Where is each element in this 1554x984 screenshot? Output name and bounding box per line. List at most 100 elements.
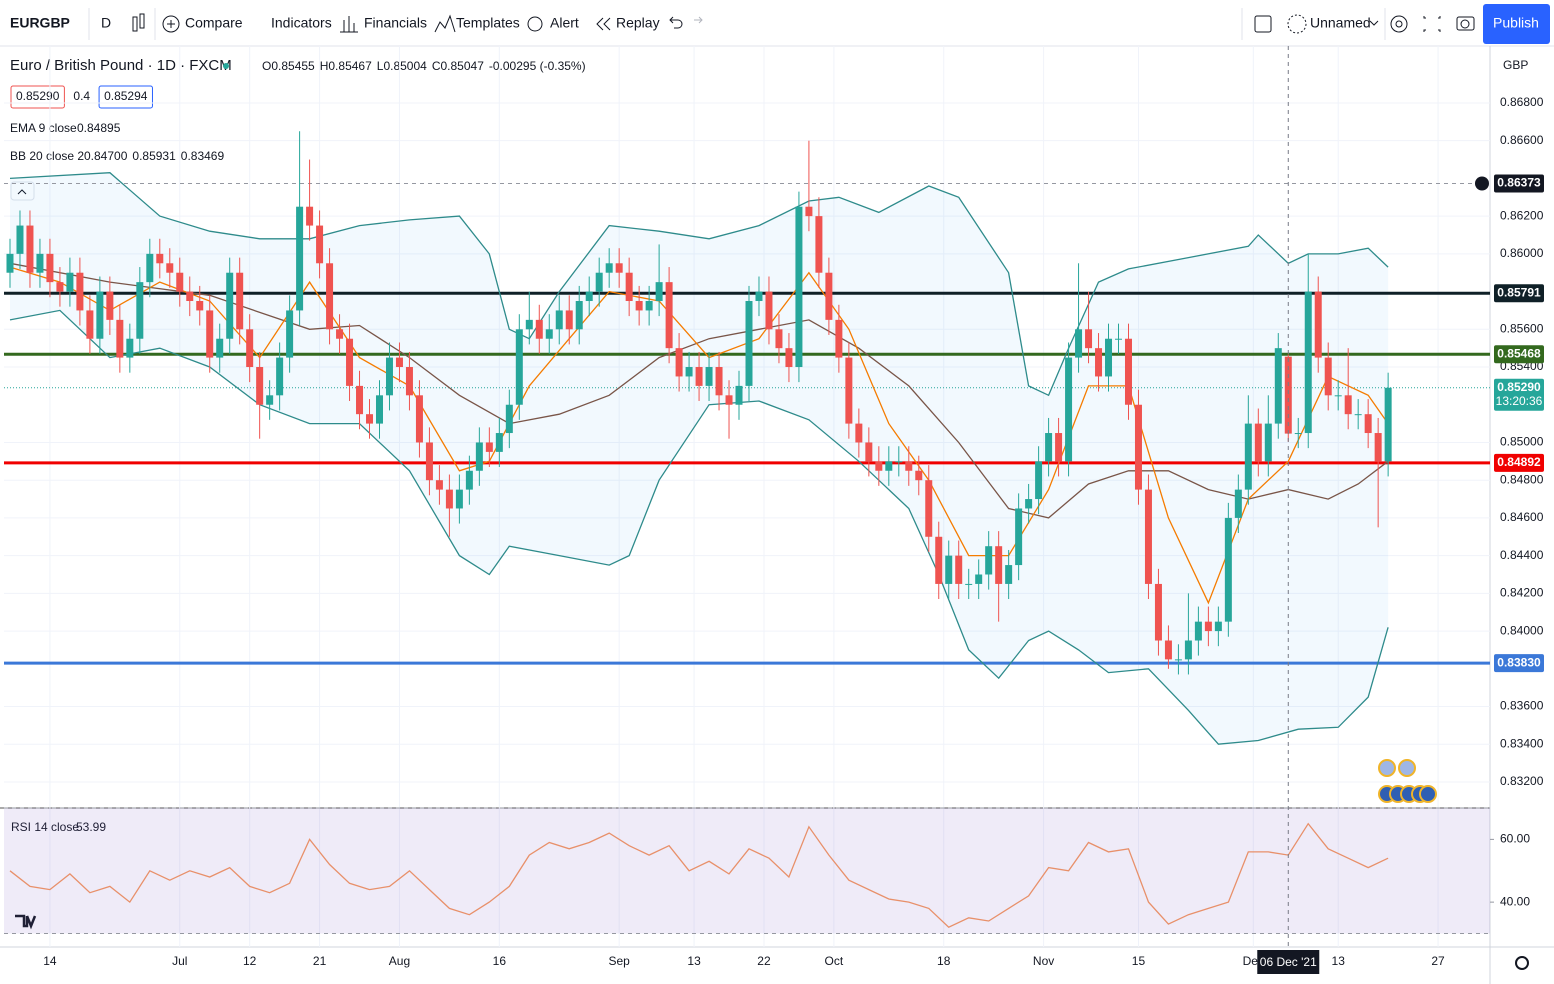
candle-body — [1124, 338, 1132, 405]
toolbar-button[interactable]: Alert — [550, 15, 579, 31]
symbol[interactable]: EURGBP — [10, 15, 70, 31]
candle-body — [1204, 621, 1212, 632]
candle-body — [575, 301, 583, 330]
candle-body — [955, 555, 963, 584]
level-label-box — [1494, 453, 1544, 472]
candle-body — [1234, 489, 1242, 518]
y-tick-label: 0.84600 — [1500, 510, 1544, 524]
candle-body — [1364, 414, 1372, 434]
publish-label[interactable]: Publish — [1493, 15, 1539, 31]
candle-body — [765, 291, 773, 330]
y-tick-label: 0.84000 — [1500, 623, 1544, 637]
level-add-button[interactable] — [1475, 176, 1489, 191]
candle-body — [745, 301, 753, 386]
interval[interactable]: D — [101, 15, 111, 31]
candle-body — [925, 480, 933, 537]
candle-body — [6, 253, 14, 273]
y-tick-label: 0.84200 — [1500, 586, 1544, 600]
layout-name[interactable]: Unnamed — [1310, 15, 1371, 31]
overlay-line — [9, 309, 1389, 745]
candle-body — [755, 291, 763, 302]
toolbar-button[interactable]: Indicators — [271, 15, 332, 31]
candle-body — [935, 536, 943, 584]
toolbar-button[interactable]: Templates — [456, 15, 520, 31]
candle-body — [1314, 291, 1322, 358]
candle-body — [555, 310, 563, 330]
bb-fill — [9, 172, 1389, 745]
candle-body — [445, 489, 453, 509]
candle-body — [715, 367, 723, 396]
candle-body — [1174, 659, 1182, 661]
crosshair-label: 06 Dec '21 — [1260, 955, 1317, 969]
candle-body — [885, 461, 893, 471]
candle-body — [865, 442, 873, 462]
currency[interactable]: GBP — [1503, 58, 1528, 72]
toolbar-button[interactable]: Financials — [364, 15, 427, 31]
candle-body — [126, 338, 134, 358]
x-tick-label: 16 — [493, 954, 507, 968]
candle-body — [1115, 338, 1122, 340]
candle-body — [1224, 517, 1232, 622]
x-tick-label: 18 — [937, 954, 951, 968]
candle-body — [146, 253, 154, 283]
candle-body — [815, 216, 823, 273]
indicator-value: 0.83469 — [181, 149, 225, 163]
candle-body — [1264, 423, 1272, 462]
toolbar-button[interactable]: Replay — [616, 15, 660, 31]
candle-body — [825, 272, 833, 320]
y-tick-label: 0.84400 — [1500, 548, 1544, 562]
candle-body — [395, 357, 403, 368]
candle-body — [785, 348, 793, 368]
rsi-band — [4, 808, 1490, 934]
candle-body — [226, 272, 234, 339]
candle-body — [1324, 357, 1332, 396]
price-box-text: 0.85294 — [104, 89, 148, 103]
candle-body — [366, 414, 374, 424]
candle-body — [166, 263, 174, 273]
candle-body — [276, 357, 284, 396]
status-dot — [223, 63, 229, 69]
candle-body — [875, 461, 883, 471]
candle-body — [905, 461, 913, 471]
candle-body — [605, 263, 613, 273]
x-tick-label: Nov — [1033, 954, 1054, 968]
level-label-box — [1494, 654, 1544, 673]
candle-body — [206, 310, 214, 358]
chart-title: Euro / British Pound · 1D · FXCM — [10, 57, 232, 74]
candle-body — [915, 470, 923, 481]
candle-body — [346, 338, 354, 386]
toolbar-button[interactable]: Compare — [185, 15, 243, 31]
candle-body — [705, 367, 713, 386]
candle-body — [1055, 433, 1063, 462]
publish-button[interactable] — [1483, 4, 1550, 44]
countdown: 13:20:36 — [1496, 394, 1543, 408]
candle-body — [985, 546, 993, 575]
candle-body — [136, 282, 144, 339]
candle-body — [1184, 640, 1192, 660]
candle-body — [96, 291, 104, 339]
candle-body — [1045, 433, 1053, 462]
candle-body — [735, 385, 743, 405]
overlay-line — [9, 266, 1389, 605]
candle-body — [415, 395, 423, 443]
candle-body — [1005, 565, 1013, 584]
candle-body — [385, 357, 393, 396]
candle-body — [256, 367, 264, 405]
level-label: 0.85468 — [1497, 346, 1541, 360]
settings-icon[interactable] — [1515, 956, 1529, 970]
candle-body — [655, 282, 663, 302]
toolbar-dividers — [88, 8, 1386, 40]
toolbar-icons — [132, 13, 1475, 34]
candle-body — [1035, 461, 1043, 500]
price-box-text: 0.4 — [73, 89, 90, 103]
ohlc-value: H0.85467 — [320, 59, 372, 73]
candle-body — [465, 470, 473, 490]
x-tick-label: 13 — [1332, 954, 1346, 968]
y-tick-label: 0.84800 — [1500, 472, 1544, 486]
candle-body — [306, 206, 314, 226]
price-box-text: 0.85290 — [16, 89, 60, 103]
candle-body — [795, 206, 803, 368]
